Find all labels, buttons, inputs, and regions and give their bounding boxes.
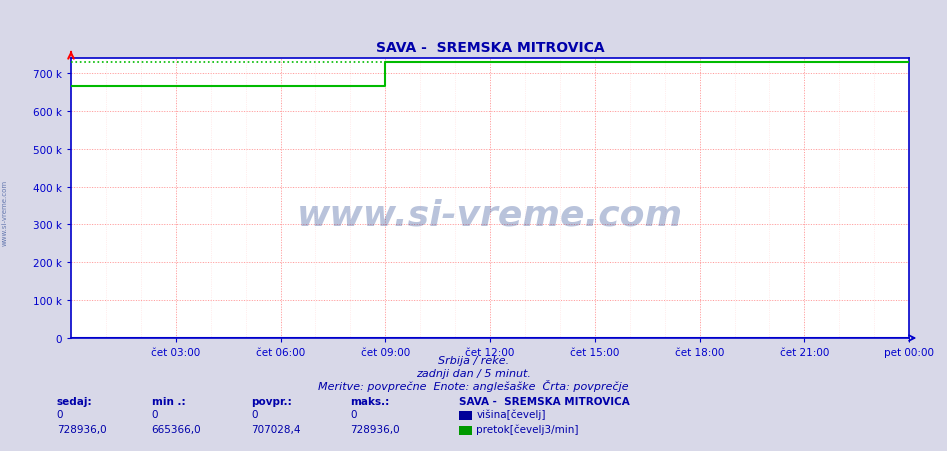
Text: 0: 0 (152, 409, 158, 419)
Text: min .:: min .: (152, 396, 186, 405)
Text: SAVA -  SREMSKA MITROVICA: SAVA - SREMSKA MITROVICA (459, 396, 630, 405)
Title: SAVA -  SREMSKA MITROVICA: SAVA - SREMSKA MITROVICA (376, 41, 604, 55)
Text: zadnji dan / 5 minut.: zadnji dan / 5 minut. (416, 368, 531, 378)
Text: višina[čevelj]: višina[čevelj] (476, 409, 545, 419)
Text: 665366,0: 665366,0 (152, 424, 201, 434)
Text: Meritve: povprečne  Enote: anglešaške  Črta: povprečje: Meritve: povprečne Enote: anglešaške Črt… (318, 379, 629, 391)
Text: 0: 0 (350, 409, 357, 419)
Text: sedaj:: sedaj: (57, 396, 93, 405)
Text: www.si-vreme.com: www.si-vreme.com (2, 179, 8, 245)
Text: povpr.:: povpr.: (251, 396, 292, 405)
Text: www.si-vreme.com: www.si-vreme.com (297, 198, 683, 232)
Text: Srbija / reke.: Srbija / reke. (438, 355, 509, 365)
Text: maks.:: maks.: (350, 396, 389, 405)
Text: 728936,0: 728936,0 (350, 424, 400, 434)
Text: 707028,4: 707028,4 (251, 424, 300, 434)
Text: 0: 0 (57, 409, 63, 419)
Text: pretok[čevelj3/min]: pretok[čevelj3/min] (476, 423, 579, 434)
Text: 728936,0: 728936,0 (57, 424, 106, 434)
Text: 0: 0 (251, 409, 258, 419)
